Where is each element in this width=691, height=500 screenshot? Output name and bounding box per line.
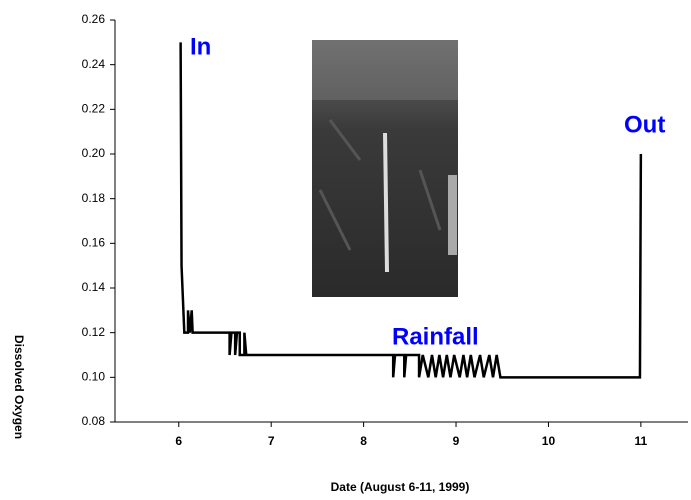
x-tick-label: 8 xyxy=(360,434,367,448)
x-axis-label: Date (August 6-11, 1999) xyxy=(331,480,470,494)
y-tick-label: 0.26 xyxy=(82,12,106,26)
data-line xyxy=(179,42,643,379)
y-tick-label: 0.12 xyxy=(82,325,106,339)
y-axis-label: Dissolved Oxygen xyxy=(12,335,26,439)
annotation: Out xyxy=(624,111,665,138)
y-tick-label: 0.08 xyxy=(82,414,106,428)
photo xyxy=(312,40,458,297)
y-tick-label: 0.20 xyxy=(82,146,106,160)
y-tick-label: 0.22 xyxy=(82,102,106,116)
annotation: In xyxy=(190,33,211,60)
y-tick-label: 0.16 xyxy=(82,236,106,250)
y-tick-label: 0.18 xyxy=(82,191,106,205)
x-tick-label: 10 xyxy=(542,434,556,448)
x-tick-label: 7 xyxy=(268,434,275,448)
y-tick-label: 0.24 xyxy=(82,57,106,71)
y-tick-label: 0.10 xyxy=(82,370,106,384)
x-tick-label: 6 xyxy=(175,434,182,448)
x-tick-label: 11 xyxy=(635,434,648,448)
annotation: Rainfall xyxy=(392,323,479,350)
x-tick-label: 9 xyxy=(453,434,460,448)
y-tick-label: 0.14 xyxy=(82,280,106,294)
